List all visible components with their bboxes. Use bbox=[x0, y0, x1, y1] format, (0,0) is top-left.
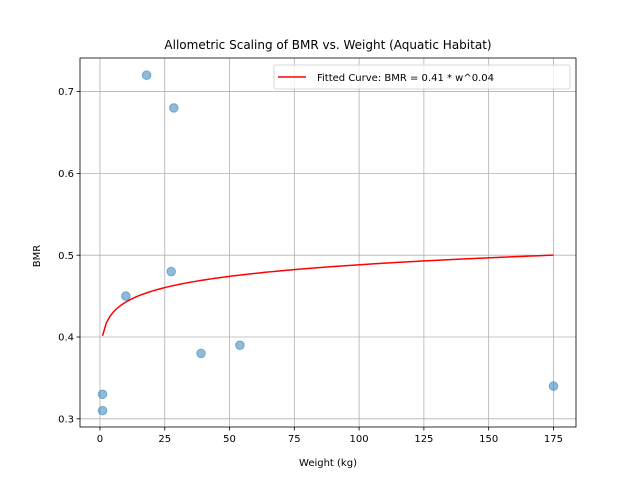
x-tick-label-3: 75 bbox=[288, 434, 301, 445]
data-point-7 bbox=[235, 340, 245, 350]
x-tick-label-7: 175 bbox=[544, 434, 563, 445]
y-axis-label: BMR bbox=[32, 245, 43, 267]
x-axis: 0 25 50 75 100 125 150 175 bbox=[97, 427, 563, 445]
data-point-4 bbox=[166, 266, 177, 277]
data-point-0 bbox=[97, 389, 108, 400]
y-tick-label-0: 0.3 bbox=[58, 414, 74, 425]
y-tick-label-2: 0.5 bbox=[58, 251, 74, 262]
plot-frame bbox=[79, 57, 577, 428]
chart-title: Allometric Scaling of BMR vs. Weight (Aq… bbox=[164, 38, 491, 52]
grid bbox=[80, 58, 576, 427]
x-tick-label-0: 0 bbox=[97, 434, 103, 445]
x-tick-label-1: 25 bbox=[158, 434, 171, 445]
x-tick-label-5: 125 bbox=[414, 434, 433, 445]
data-point-6 bbox=[196, 348, 206, 359]
data-point-5 bbox=[169, 103, 179, 113]
x-tick-label-4: 100 bbox=[350, 434, 369, 445]
x-tick-label-2: 50 bbox=[223, 434, 236, 445]
x-axis-label: Weight (kg) bbox=[299, 458, 357, 469]
y-tick-label-4: 0.7 bbox=[58, 87, 74, 98]
x-tick-label-6: 150 bbox=[479, 434, 498, 445]
data-point-1 bbox=[97, 405, 108, 416]
data-point-3 bbox=[141, 70, 152, 80]
legend: Fitted Curve: BMR = 0.41 * w^0.04 bbox=[273, 64, 571, 90]
scatter-series bbox=[97, 70, 559, 416]
y-tick-label-1: 0.4 bbox=[58, 333, 74, 344]
data-point-2 bbox=[121, 291, 131, 301]
fitted-curve-series bbox=[101, 254, 554, 336]
y-axis: 0.3 0.4 0.5 0.6 0.7 bbox=[58, 87, 80, 425]
fitted-curve-line bbox=[101, 254, 554, 336]
data-point-8 bbox=[548, 381, 559, 391]
legend-box bbox=[273, 64, 571, 90]
y-tick-label-3: 0.6 bbox=[58, 169, 74, 180]
legend-label-fitted-curve: Fitted Curve: BMR = 0.41 * w^0.04 bbox=[317, 73, 494, 84]
